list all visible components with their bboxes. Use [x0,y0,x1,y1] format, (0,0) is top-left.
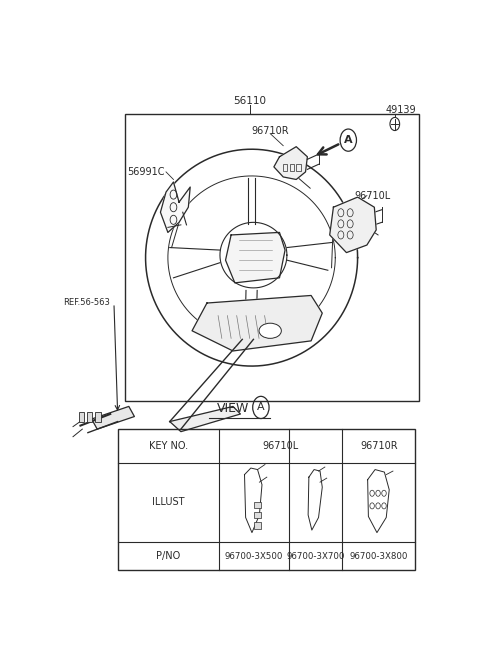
Bar [118,429,415,571]
Text: 96700-3X800: 96700-3X800 [349,552,408,561]
Text: 49139: 49139 [385,105,416,115]
Text: REF.56-563: REF.56-563 [63,298,110,307]
Ellipse shape [259,323,281,339]
Polygon shape [274,147,307,179]
Polygon shape [226,233,285,283]
Text: 56110: 56110 [233,96,266,106]
Bar [283,164,288,172]
Text: 96710L: 96710L [263,441,299,451]
Polygon shape [160,182,190,233]
Text: KEY NO.: KEY NO. [149,441,188,451]
Bar [254,522,261,529]
Text: 56991C: 56991C [127,167,165,177]
Text: ILLUST: ILLUST [152,497,184,508]
Bar [254,512,261,519]
Text: A: A [257,402,264,413]
Bar [95,413,100,422]
Text: 96710R: 96710R [360,441,397,451]
Text: P/NO: P/NO [156,552,180,561]
Bar [289,164,294,172]
Polygon shape [170,406,240,432]
Text: 96700-3X700: 96700-3X700 [287,552,345,561]
Text: 96710R: 96710R [252,126,289,136]
Ellipse shape [168,176,335,339]
Text: A: A [344,135,353,145]
Polygon shape [192,295,322,351]
Bar [296,164,300,172]
Text: 96710L: 96710L [354,191,391,200]
Bar [79,413,84,422]
Text: 96700-3X500: 96700-3X500 [225,552,283,561]
Bar [87,413,92,422]
Bar [254,502,261,508]
Text: VIEW: VIEW [217,402,249,415]
Bar [125,114,419,402]
Polygon shape [330,197,376,253]
Polygon shape [92,406,134,429]
